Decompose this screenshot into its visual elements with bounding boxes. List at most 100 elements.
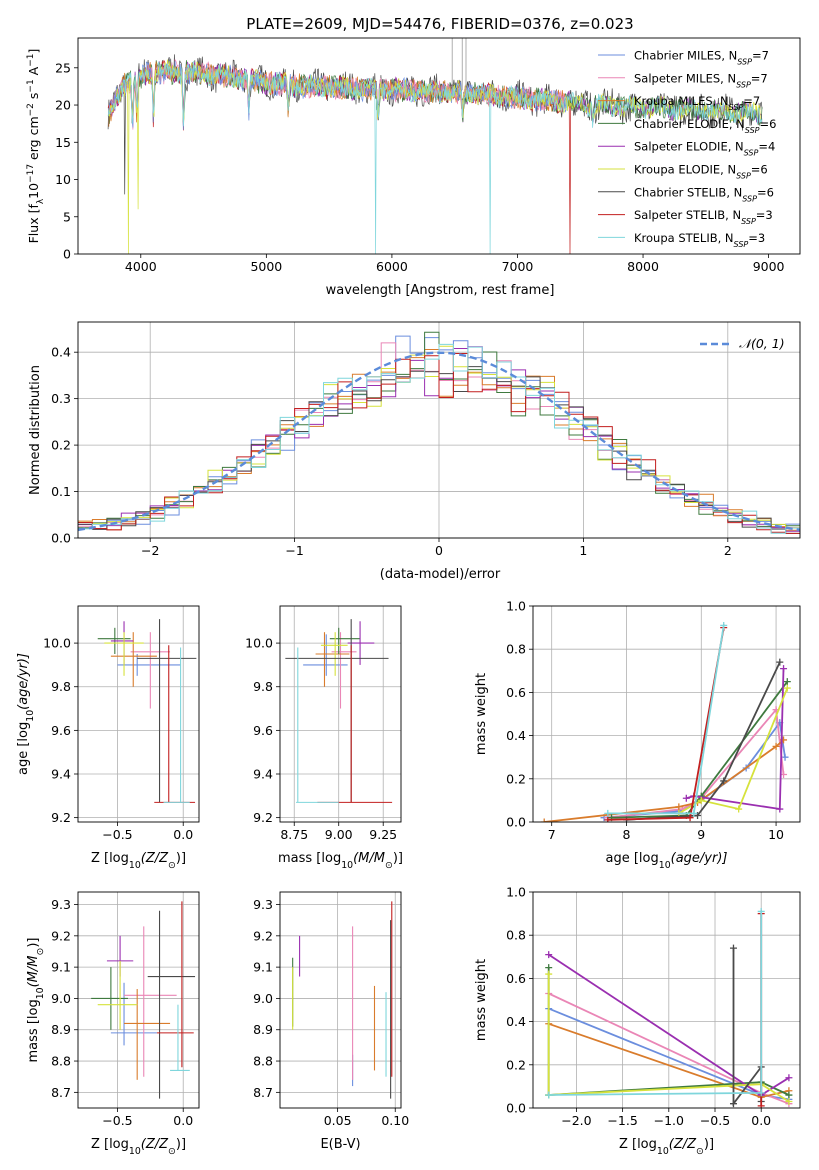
x-tick-label: 9.00 — [325, 827, 353, 842]
weight-marker-salpeter-elodie — [780, 665, 788, 673]
spectrum-line-kroupa-stelib — [107, 61, 763, 254]
x-tick-label: −0.5 — [102, 827, 132, 842]
y-axis-label: Flux [fλ10−17 erg cm−2 s−1 A−1] — [26, 49, 46, 244]
weight-marker-chabrier-stelib — [720, 777, 728, 785]
x-tick-label: 1 — [579, 543, 587, 558]
x-axis-label: age [log10(age/yr)] — [606, 851, 728, 871]
y-tick-label: 9.3 — [253, 897, 273, 912]
y-tick-label: 9.3 — [51, 897, 71, 912]
weight-marker-salpeter-elodie — [776, 805, 784, 813]
y-tick-label: 1.0 — [506, 885, 526, 900]
weight-marker-chabrier-stelib — [776, 658, 784, 666]
x-tick-label: 9 — [697, 827, 705, 842]
y-axis-label: mass weight — [474, 673, 489, 755]
x-tick-label: −0.5 — [700, 1113, 730, 1128]
x-tick-label: 0.0 — [751, 1113, 771, 1128]
weight-marker-salpeter-stelib — [686, 814, 694, 822]
y-tick-label: 8.7 — [51, 1085, 71, 1100]
y-tick-label: 9.6 — [253, 723, 273, 738]
y-axis-label: mass [log10(M/M⊙)] — [26, 938, 46, 1063]
plot-area — [78, 331, 800, 534]
legend-entry-kroupa-stelib: Kroupa STELIB, NSSP=3 — [634, 231, 765, 249]
weight-marker-kroupa-stelib — [720, 621, 728, 629]
weight-line-kroupa-elodie — [547, 974, 790, 1103]
age-vs-mass-panel: 8.75 9.00 9.25 9.2 9.4 9.6 9.8 10.0 mass [log10(… — [245, 605, 403, 871]
weight-marker-kroupa-stelib — [545, 1091, 553, 1099]
axes-frame — [77, 605, 200, 823]
y-tick-label: 0.0 — [51, 531, 71, 546]
legend-entry-normal: 𝒩(0, 1) — [739, 336, 785, 351]
y-tick-label: 0.8 — [506, 642, 526, 657]
y-tick-label: 9.0 — [51, 991, 71, 1006]
x-tick-label: 7000 — [502, 259, 534, 274]
y-tick-label: 0.3 — [51, 391, 71, 406]
weight-marker-chabrier-elodie — [785, 1091, 793, 1099]
y-tick-label: 9.1 — [51, 960, 71, 975]
plot-area — [97, 619, 197, 803]
x-tick-label: −0.5 — [102, 1113, 132, 1128]
y-tick-label: 9.2 — [253, 928, 273, 943]
y-tick-label: 10 — [55, 172, 71, 187]
weight-marker-chabrier-stelib — [694, 812, 702, 820]
x-axis-label: Z [log10(Z/Z⊙)] — [619, 1137, 714, 1157]
mass-vs-metallicity-panel: −0.5 0.0 8.7 8.8 8.9 9.0 9.1 9.2 9.3 Z [log10(Z/Z… — [26, 891, 200, 1157]
weight-marker-kroupa-elodie — [735, 805, 743, 813]
normal-reference-curve — [78, 351, 800, 532]
x-axis-label: E(B-V) — [320, 1137, 360, 1152]
plot-area — [91, 901, 196, 1099]
y-tick-label: 8.8 — [51, 1054, 71, 1069]
y-tick-label: 8.7 — [253, 1085, 273, 1100]
weight-marker-chabrier-miles — [781, 753, 789, 761]
y-tick-label: 10.0 — [43, 636, 71, 651]
x-tick-label: 8 — [623, 827, 631, 842]
weight-marker-salpeter-stelib — [757, 1102, 765, 1108]
weight-marker-salpeter-elodie — [682, 794, 690, 802]
weight-marker-kroupa-miles — [772, 742, 780, 750]
x-tick-label: −1.5 — [607, 1113, 637, 1128]
y-tick-label: 9.2 — [51, 928, 71, 943]
x-tick-label: −2.0 — [561, 1113, 591, 1128]
weight-marker-kroupa-miles — [675, 803, 683, 811]
y-tick-label: 0.2 — [506, 771, 526, 786]
weight-line-kroupa-elodie — [678, 687, 789, 815]
axes-frame — [77, 891, 200, 1109]
y-tick-label: 20 — [55, 98, 71, 113]
x-axis-label: Z [log10(Z/Z⊙)] — [91, 1137, 186, 1157]
x-tick-label: 9.25 — [369, 827, 397, 842]
weight-line-kroupa-stelib — [548, 911, 763, 1096]
plot-area — [292, 901, 393, 1099]
y-tick-label: 9.4 — [51, 767, 71, 782]
residual-histogram-panel: −2 −1 0 1 2 0.0 0.1 0.2 0.3 0.4 𝒩(0, 1) (data-model… — [28, 321, 801, 582]
weight-marker-kroupa-miles — [540, 818, 548, 822]
x-tick-label: 5000 — [250, 259, 282, 274]
y-tick-label: 8.8 — [253, 1054, 273, 1069]
mass-vs-extinction-panel: 0.05 0.10 8.7 8.8 8.9 9.0 9.1 9.2 9.3 E(B-V) — [253, 891, 409, 1152]
x-axis-label: (data-model)/error — [380, 567, 501, 582]
legend-entry-salpeter-stelib: Salpeter STELIB, NSSP=3 — [634, 208, 773, 226]
y-tick-label: 25 — [55, 60, 71, 75]
x-tick-label: −1 — [285, 543, 303, 558]
weight-marker-salpeter-elodie — [785, 1074, 793, 1082]
legend-entry-salpeter-miles: Salpeter MILES, NSSP=7 — [634, 71, 768, 89]
y-axis-label: age [log10(age/yr)] — [16, 653, 36, 775]
y-tick-label: 0.8 — [506, 928, 526, 943]
x-tick-label: 8.75 — [280, 827, 308, 842]
x-tick-label: 0.0 — [173, 1113, 193, 1128]
y-tick-label: 9.0 — [253, 991, 273, 1006]
weight-marker-salpeter-elodie — [545, 951, 553, 959]
x-tick-label: 2 — [724, 543, 732, 558]
y-tick-label: 10.0 — [245, 636, 273, 651]
axes-frame — [532, 891, 801, 1109]
y-tick-label: 0.0 — [506, 1101, 526, 1116]
legend-entry-kroupa-miles: Kroupa MILES, NSSP=7 — [634, 94, 760, 112]
weight-line-kroupa-miles — [544, 739, 785, 822]
spectrum-panel: 4000 5000 6000 7000 8000 9000 0 5 10 15 20 25 wavele… — [26, 37, 801, 298]
axes-frame — [532, 605, 801, 823]
x-axis-label: Z [log10(Z/Z⊙)] — [91, 851, 186, 871]
plot-area — [285, 619, 393, 803]
weights-vs-metallicity-panel: −2.0 −1.5 −1.0 −0.5 0.0 0.0 0.2 0.4 0.6 0.8 1.0 Z [… — [474, 885, 801, 1157]
x-tick-label: 4000 — [125, 259, 157, 274]
age-vs-metallicity-panel: −0.5 0.0 9.2 9.4 9.6 9.8 10.0 Z [log10(Z/Z⊙)] ag… — [16, 605, 200, 871]
y-tick-label: 9.8 — [51, 679, 71, 694]
